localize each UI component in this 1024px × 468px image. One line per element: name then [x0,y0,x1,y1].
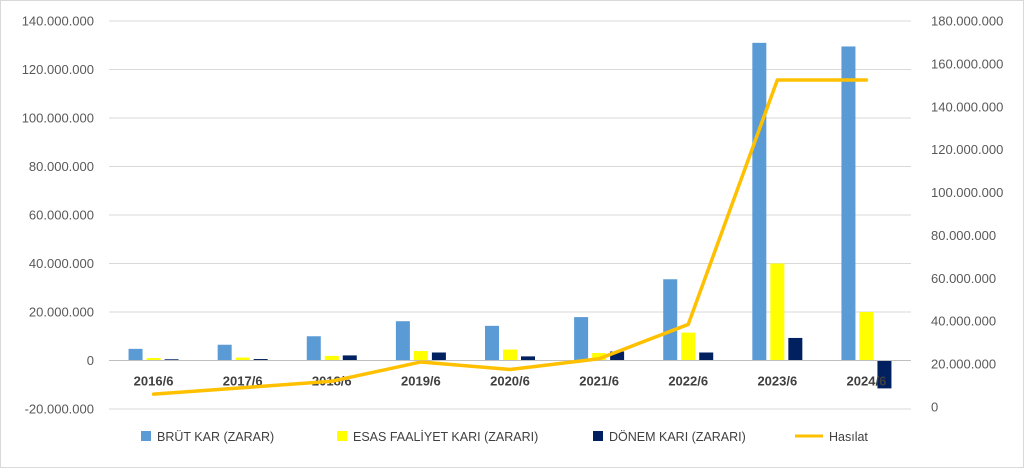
bar [877,360,892,389]
bar [146,358,161,361]
right-axis-tick-label: 20.000.000 [931,357,996,372]
right-axis-tick-label: 0 [931,400,938,415]
left-axis-tick-label: 120.000.000 [22,62,94,77]
bar [503,349,517,361]
category-label: 2019/6 [401,374,441,389]
bar [164,359,179,361]
right-axis-labels: 0 20.000.000 40.000.000 60.000.000 80.000.00… [931,14,1003,415]
category-label: 2020/6 [490,374,530,389]
bar [610,351,625,361]
left-axis-tick-label: -20.000.000 [25,402,94,417]
bar [413,351,428,361]
category-label: 2024/6 [847,374,887,389]
bar [521,356,535,361]
right-axis-tick-label: 160.000.000 [931,56,1003,71]
bar [253,359,268,361]
bar [342,355,357,361]
left-axis-tick-label: 20.000.000 [29,305,94,320]
bar [788,337,803,361]
legend: BRÜT KAR (ZARAR) ESAS FAALİYET KARI (ZARA… [141,430,868,444]
bar [663,279,678,361]
bar [217,344,232,361]
bar [431,352,446,361]
legend-label: ESAS FAALİYET KARI (ZARARI) [353,430,538,444]
category-label: 2022/6 [668,374,708,389]
bar [395,321,410,361]
bar [859,312,874,361]
bar [770,263,785,361]
category-label: 2016/6 [134,374,174,389]
bar [235,357,250,361]
legend-label: Hasılat [829,430,868,444]
left-axis-tick-label: 140.000.000 [22,14,94,29]
legend-label: BRÜT KAR (ZARAR) [157,430,274,444]
left-axis-tick-label: 0 [87,353,94,368]
legend-label: DÖNEM KARI (ZARARI) [609,430,746,444]
category-label: 2017/6 [223,374,263,389]
right-axis-tick-label: 140.000.000 [931,99,1003,114]
bar [592,352,607,361]
bar [681,332,696,361]
right-axis-tick-label: 100.000.000 [931,185,1003,200]
left-axis-tick-label: 100.000.000 [22,111,94,126]
legend-swatch [141,431,151,441]
left-axis-tick-label: 40.000.000 [29,256,94,271]
legend-swatch [337,431,347,441]
bar [699,352,714,361]
left-axis-labels: -20.000.000 0 20.000.000 40.000.000 60.000.0… [22,14,94,417]
line-series-path [151,78,869,396]
left-axis-tick-label: 80.000.000 [29,159,94,174]
category-labels: 2016/6 2017/6 2018/6 2019/6 2020/6 2021/6 2022… [134,374,887,389]
bar [128,348,143,361]
bar [306,336,321,361]
left-axis-tick-label: 60.000.000 [29,208,94,223]
bar [841,46,856,361]
right-axis-tick-label: 180.000.000 [931,14,1003,29]
right-axis-tick-label: 40.000.000 [931,314,996,329]
right-axis-tick-label: 120.000.000 [931,142,1003,157]
right-axis-tick-label: 60.000.000 [931,271,996,286]
category-label: 2021/6 [579,374,619,389]
bar [324,355,339,361]
bar [574,317,589,361]
right-axis-tick-label: 80.000.000 [931,228,996,243]
category-label: 2023/6 [757,374,797,389]
bar [752,42,767,361]
bar-series [128,42,892,389]
bar [485,325,499,361]
legend-swatch [593,431,603,441]
line-series [151,78,869,396]
